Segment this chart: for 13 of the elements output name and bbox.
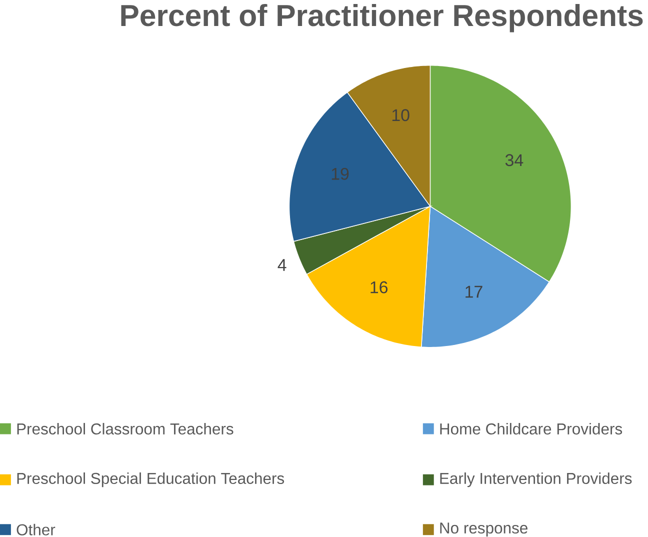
chart-title: Percent of Practitioner Respondents: [121, 4, 643, 32]
data-label: 17: [466, 286, 482, 298]
legend-label: Early Intervention Providers: [440, 472, 632, 488]
data-label: 19: [332, 168, 349, 180]
legend-label: Home Childcare Providers: [440, 423, 622, 435]
data-label: 34: [505, 154, 524, 166]
legend-label: Preschool Classroom Teachers: [17, 423, 234, 435]
legend-label: Preschool Special Education Teachers: [17, 472, 284, 488]
data-label: 4: [278, 259, 286, 271]
legend-label: Other: [16, 524, 56, 536]
data-label: 16: [370, 281, 388, 294]
legend-label: No response: [440, 522, 528, 537]
data-label: 10: [392, 109, 410, 122]
